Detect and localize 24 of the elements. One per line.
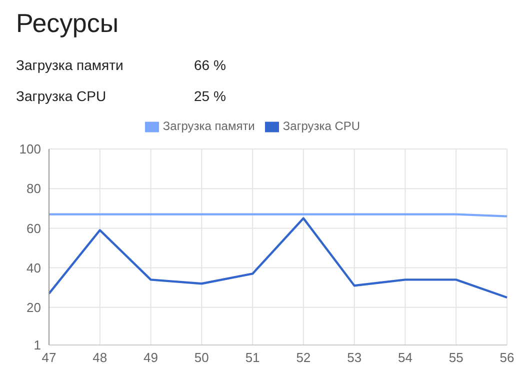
y-tick-label: 60 bbox=[26, 220, 41, 236]
line-series bbox=[48, 217, 508, 299]
x-tick-label: 48 bbox=[92, 350, 108, 366]
x-tick-label: 53 bbox=[347, 350, 362, 366]
x-tick-label: 52 bbox=[296, 350, 311, 366]
text: 66 % bbox=[194, 57, 226, 75]
y-tick-label: 20 bbox=[26, 300, 41, 315]
x-tick-label: 55 bbox=[448, 350, 464, 366]
y-tick-label: 1 bbox=[34, 338, 41, 353]
x-tick-label: 47 bbox=[42, 350, 56, 366]
chart-title: Ресурсы bbox=[16, 8, 120, 39]
y-tick-label: 40 bbox=[26, 260, 41, 276]
text: 25 % bbox=[194, 88, 226, 106]
x-tick-label: 51 bbox=[245, 350, 260, 366]
x-tick-label: 49 bbox=[144, 350, 158, 366]
x-tick-label: 56 bbox=[500, 350, 514, 366]
y-tick-label: 100 bbox=[19, 142, 41, 157]
legend-label: Загрузка памяти bbox=[162, 119, 255, 133]
text: Загрузка памяти bbox=[16, 57, 124, 75]
y-tick-label: 80 bbox=[26, 181, 41, 196]
text: Загрузка CPU bbox=[16, 88, 108, 106]
legend-label: Загрузка CPU bbox=[282, 119, 360, 133]
x-tick-label: 50 bbox=[194, 350, 209, 366]
x-tick-label: 54 bbox=[398, 350, 412, 366]
